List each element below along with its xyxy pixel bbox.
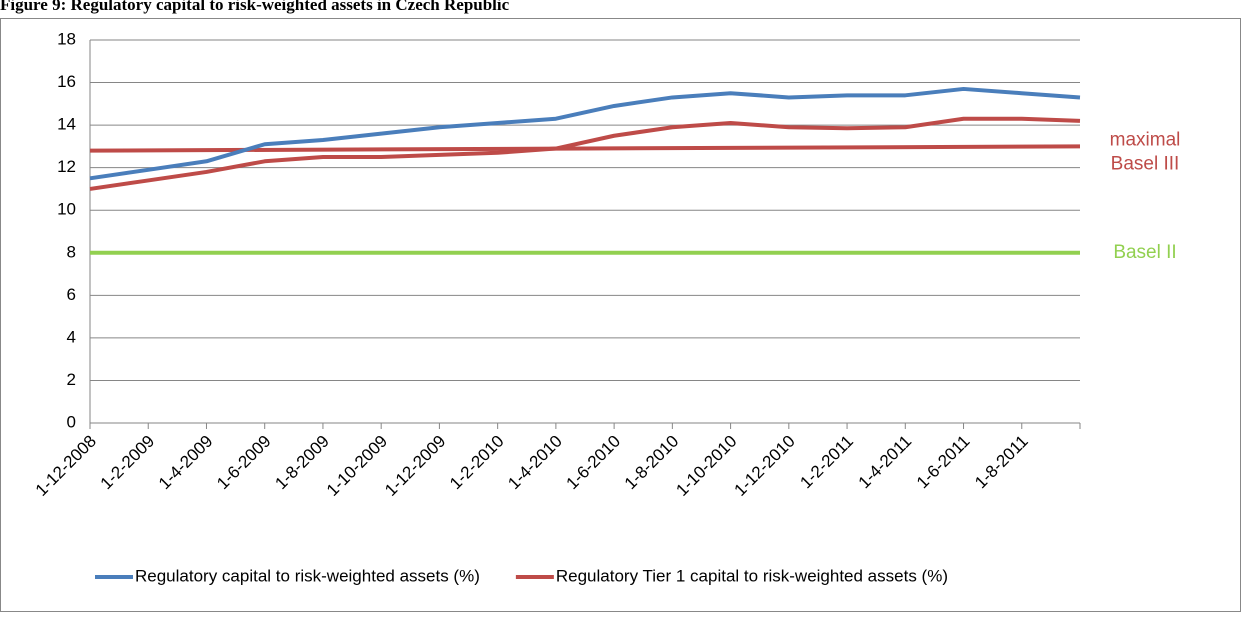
- reference-label: Basel II: [1113, 242, 1176, 263]
- reference-line: [89, 144, 1081, 153]
- y-tick-label: 16: [57, 72, 76, 91]
- y-tick-label: 10: [57, 200, 76, 219]
- chart-title: Figure 9: Regulatory capital to risk-wei…: [0, 0, 510, 14]
- series-line: [89, 86, 1081, 181]
- series-line: [89, 116, 1081, 191]
- legend-label: Regulatory capital to risk-weighted asse…: [135, 566, 480, 585]
- legend-label: Regulatory Tier 1 capital to risk-weight…: [556, 566, 948, 585]
- reference-label: Basel III: [1111, 153, 1180, 174]
- y-tick-label: 0: [67, 412, 76, 431]
- y-tick-label: 14: [57, 115, 76, 134]
- chart-frame: [0, 18, 1241, 612]
- reference-label: maximal: [1110, 129, 1181, 150]
- y-tick-label: 18: [57, 29, 76, 48]
- y-tick-label: 4: [67, 327, 76, 346]
- y-tick-label: 12: [57, 157, 76, 176]
- y-tick-label: 6: [67, 285, 76, 304]
- y-tick-label: 8: [67, 242, 76, 261]
- y-tick-label: 2: [67, 370, 76, 389]
